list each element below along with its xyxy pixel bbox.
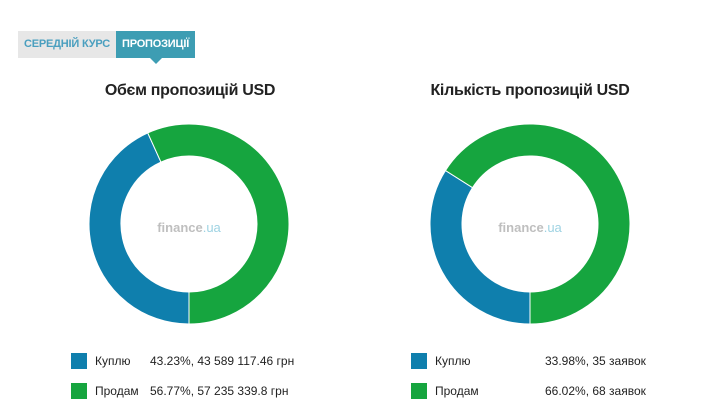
legend-count: Куплю 33.98%, 35 заявок Продам 66.02%, 6… bbox=[411, 352, 646, 412]
chart-title-count: Кількість пропозицій USD bbox=[430, 82, 630, 99]
legend-value-buy: 43.23%, 43 589 117.46 грн bbox=[150, 354, 295, 368]
watermark-finance: finance bbox=[498, 220, 544, 235]
legend-volume: Куплю 43.23%, 43 589 117.46 грн Продам 5… bbox=[71, 352, 294, 412]
donut-slice-sell[interactable] bbox=[444, 123, 630, 325]
legend-label-buy: Куплю bbox=[435, 354, 471, 368]
donut-slice-buy[interactable] bbox=[89, 132, 190, 325]
legend-swatch-buy bbox=[411, 353, 427, 369]
legend-row-sell[interactable]: Продам 66.02%, 68 заявок bbox=[411, 382, 646, 400]
legend-value-sell: 66.02%, 68 заявок bbox=[545, 384, 646, 398]
donut-slice-sell[interactable] bbox=[147, 123, 289, 325]
tab-bar: СЕРЕДНІЙ КУРС ПРОПОЗИЦІЇ bbox=[18, 31, 196, 64]
tab-average-rate[interactable]: СЕРЕДНІЙ КУРС bbox=[18, 31, 116, 58]
donut-slice-buy[interactable] bbox=[430, 169, 531, 325]
chart-title-volume: Обєм пропозицій USD bbox=[104, 82, 276, 99]
legend-row-buy[interactable]: Куплю 43.23%, 43 589 117.46 грн bbox=[71, 352, 294, 370]
donut-chart-volume: finance.ua bbox=[89, 123, 289, 325]
svg-text:finance.ua: finance.ua bbox=[157, 220, 221, 235]
legend-swatch-sell bbox=[71, 383, 87, 399]
legend-label-sell: Продам bbox=[435, 384, 479, 398]
legend-label-buy: Куплю bbox=[95, 354, 131, 368]
watermark-finance: finance bbox=[157, 220, 203, 235]
donut-chart-count: finance.ua bbox=[430, 123, 630, 325]
legend-value-buy: 33.98%, 35 заявок bbox=[545, 354, 646, 368]
legend-row-buy[interactable]: Куплю 33.98%, 35 заявок bbox=[411, 352, 646, 370]
legend-label-sell: Продам bbox=[95, 384, 139, 398]
tab-offers[interactable]: ПРОПОЗИЦІЇ bbox=[116, 31, 196, 64]
legend-swatch-buy bbox=[71, 353, 87, 369]
watermark-ua: .ua bbox=[544, 220, 563, 235]
watermark-ua: .ua bbox=[203, 220, 222, 235]
legend-row-sell[interactable]: Продам 56.77%, 57 235 339.8 грн bbox=[71, 382, 294, 400]
legend-value-sell: 56.77%, 57 235 339.8 грн bbox=[150, 384, 289, 398]
legend-swatch-sell bbox=[411, 383, 427, 399]
svg-text:finance.ua: finance.ua bbox=[498, 220, 562, 235]
